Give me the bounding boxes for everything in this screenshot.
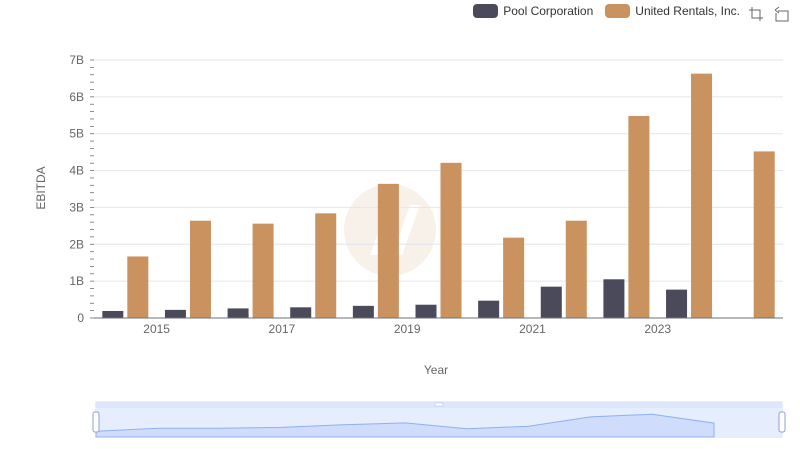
chart-toolbox [748,6,790,22]
legend-label-united-rentals: United Rentals, Inc. [635,4,740,18]
bar-pool-corporation[interactable] [666,289,688,318]
legend-item-pool-corporation[interactable]: Pool Corporation [473,4,593,18]
bar-pool-corporation[interactable] [603,279,625,318]
bar-pool-corporation[interactable] [478,300,500,318]
y-tick-label: 2B [69,237,84,251]
bar-united-rentals[interactable] [315,213,337,318]
legend-item-united-rentals[interactable]: United Rentals, Inc. [605,4,740,18]
bar-united-rentals[interactable] [753,151,775,318]
bars [102,73,775,318]
bar-united-rentals[interactable] [565,220,587,318]
bar-united-rentals[interactable] [377,183,399,318]
y-tick-label: 4B [69,164,84,178]
y-tick-labels: 0 1B 2B 3B 4B 5B 6B 7B [69,53,84,325]
y-tick-label: 3B [69,200,84,214]
data-zoom-right-handle[interactable] [778,411,786,433]
y-tick-label: 0 [77,311,84,325]
bar-pool-corporation[interactable] [352,305,374,318]
y-tick-label: 6B [69,90,84,104]
y-axis-title: EBITDA [34,166,48,209]
y-tick-label: 1B [69,274,84,288]
x-tick-label: 2023 [644,322,671,336]
x-tick-label: 2021 [519,322,546,336]
legend-swatch-pool-corporation [473,4,499,18]
bar-pool-corporation[interactable] [290,307,312,318]
bar-pool-corporation[interactable] [227,308,249,318]
y-tick-label: 7B [69,53,84,67]
restore-icon[interactable] [774,6,790,22]
legend-label-pool-corporation: Pool Corporation [503,4,594,18]
x-tick-label: 2019 [394,322,421,336]
x-tick-label: 2015 [143,322,170,336]
chart-legend: Pool Corporation United Rentals, Inc. [473,4,740,18]
bar-united-rentals[interactable] [440,162,462,318]
data-zoom-slider[interactable] [92,401,786,438]
y-minor-ticks [90,59,94,319]
bar-united-rentals[interactable] [691,73,713,318]
data-zoom-preview-area [95,413,715,438]
bar-pool-corporation[interactable] [102,310,124,318]
x-axis-title: Year [424,363,448,377]
bar-pool-corporation[interactable] [415,304,437,318]
bar-united-rentals[interactable] [628,116,650,318]
bar-united-rentals[interactable] [252,223,274,318]
x-tick-label: 2017 [269,322,296,336]
data-zoom-left-handle[interactable] [92,411,100,433]
bar-united-rentals[interactable] [127,256,149,318]
bar-united-rentals[interactable] [189,220,211,318]
y-tick-label: 5B [69,127,84,141]
legend-swatch-united-rentals [605,4,631,18]
bar-pool-corporation[interactable] [540,286,562,318]
bar-pool-corporation[interactable] [164,309,186,318]
zoom-icon[interactable] [748,6,764,22]
bar-united-rentals[interactable] [503,237,525,318]
data-zoom-drag-grip[interactable] [434,402,444,407]
x-tick-labels: 2015 2017 2019 2021 2023 [143,322,671,336]
